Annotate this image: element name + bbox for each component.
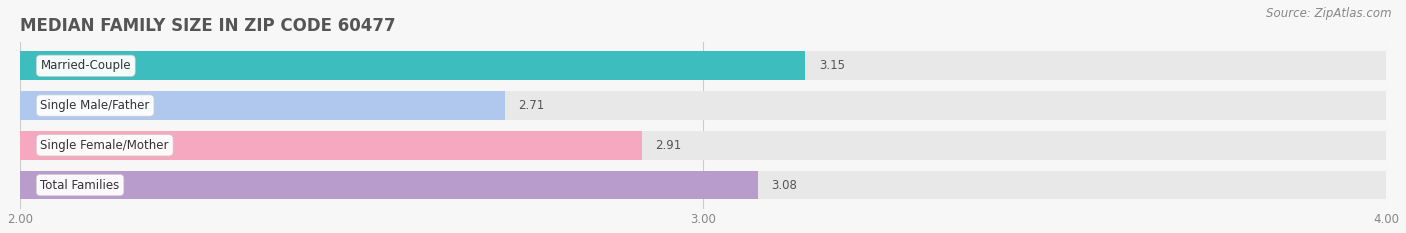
Text: Married-Couple: Married-Couple [41,59,131,72]
Text: 3.08: 3.08 [772,178,797,192]
Bar [20,51,1386,80]
Text: 2.91: 2.91 [655,139,682,152]
Bar [20,51,806,80]
Bar [20,91,505,120]
Bar [20,91,1386,120]
Bar [20,131,641,160]
Text: Single Male/Father: Single Male/Father [41,99,150,112]
Bar [20,131,1386,160]
Text: MEDIAN FAMILY SIZE IN ZIP CODE 60477: MEDIAN FAMILY SIZE IN ZIP CODE 60477 [20,17,395,35]
Text: Single Female/Mother: Single Female/Mother [41,139,169,152]
Text: Source: ZipAtlas.com: Source: ZipAtlas.com [1267,7,1392,20]
Text: Total Families: Total Families [41,178,120,192]
Bar [20,171,758,199]
Bar [20,171,1386,199]
Text: 2.71: 2.71 [519,99,544,112]
Text: 3.15: 3.15 [820,59,845,72]
